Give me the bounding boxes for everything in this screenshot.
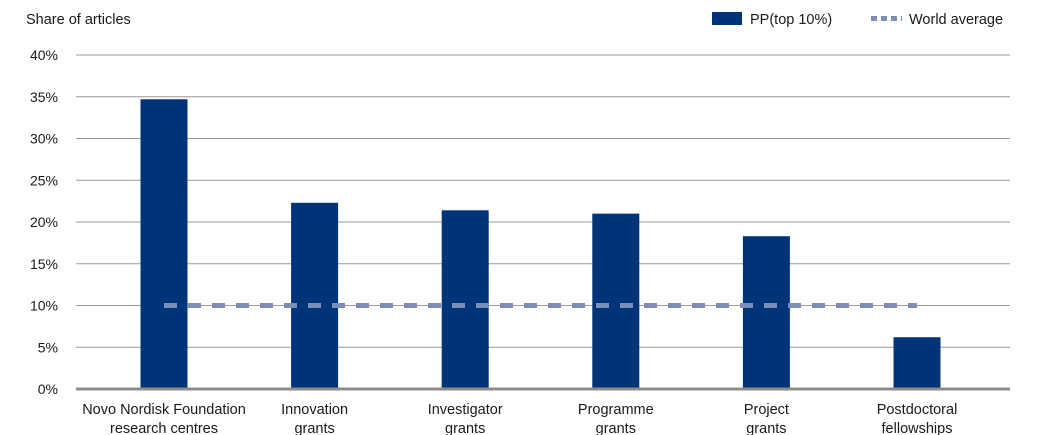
x-tick-label: grants: [445, 421, 485, 435]
legend-label-world-average: World average: [909, 12, 1003, 28]
x-tick-label: Innovation: [281, 402, 348, 418]
y-tick-label: 35%: [30, 89, 58, 105]
y-tick-label: 30%: [30, 131, 58, 147]
x-tick-label: Postdoctoral: [877, 402, 958, 418]
y-tick-label: 15%: [30, 256, 58, 272]
bar: [742, 236, 790, 389]
x-tick-label: grants: [596, 421, 636, 435]
y-axis-ticks: 0% 5% 10% 15% 20% 25% 30% 35% 40%: [30, 47, 58, 397]
x-tick-label: grants: [746, 421, 786, 435]
y-tick-label: 20%: [30, 214, 58, 230]
x-tick-label: Project: [744, 402, 789, 418]
y-tick-label: 40%: [30, 47, 58, 63]
x-tick-label: Programme: [578, 402, 654, 418]
y-axis-title: Share of articles: [26, 12, 131, 28]
legend-swatch-pp-top10: [712, 12, 742, 25]
y-tick-label: 5%: [38, 339, 58, 355]
x-tick-label: research centres: [110, 421, 218, 435]
bars: [140, 99, 941, 389]
bar: [893, 337, 941, 389]
bar: [291, 202, 339, 389]
y-tick-label: 0%: [38, 381, 58, 397]
y-tick-label: 25%: [30, 172, 58, 188]
y-tick-label: 10%: [30, 298, 58, 314]
bar: [592, 213, 640, 389]
gridlines: [76, 54, 1010, 348]
bar: [441, 210, 489, 389]
x-axis-labels: Novo Nordisk Foundation research centres I…: [82, 402, 957, 435]
x-tick-label: fellowships: [882, 421, 953, 435]
legend-label-pp-top10: PP(top 10%): [750, 12, 832, 28]
x-tick-label: Investigator: [428, 402, 503, 418]
x-tick-label: grants: [294, 421, 334, 435]
x-tick-label: Novo Nordisk Foundation: [82, 402, 246, 418]
legend: PP(top 10%) World average: [712, 12, 1003, 28]
bar: [140, 99, 188, 389]
